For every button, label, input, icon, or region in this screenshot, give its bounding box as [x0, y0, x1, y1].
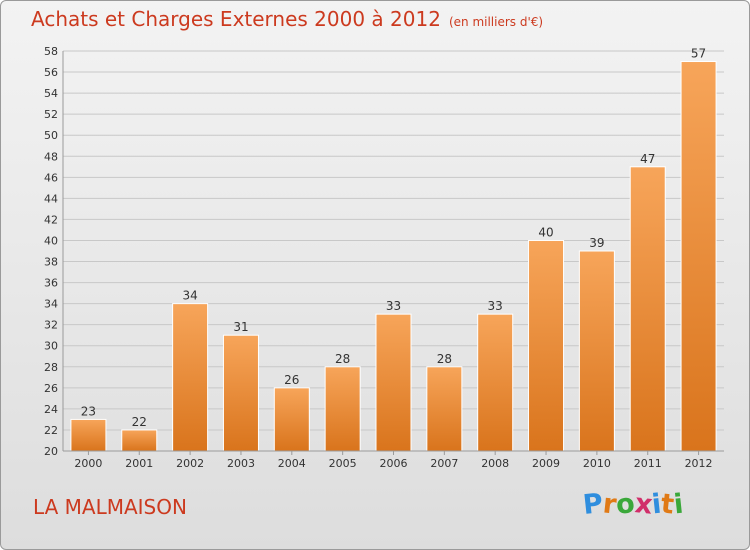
y-tick-label: 44 — [44, 192, 58, 205]
y-tick-label: 40 — [44, 234, 58, 247]
x-tick-label: 2000 — [74, 457, 102, 470]
y-tick-label: 36 — [44, 277, 58, 290]
x-tick-label: 2010 — [583, 457, 611, 470]
chart-subtitle: (en milliers d'€) — [448, 15, 544, 29]
bar — [578, 250, 615, 452]
data-label: 33 — [386, 299, 401, 313]
y-tick-label: 20 — [44, 445, 58, 458]
chart-title: Achats et Charges Externes 2000 à 2012 (e… — [31, 7, 543, 31]
bar — [172, 303, 209, 452]
x-tick-label: 2001 — [125, 457, 153, 470]
x-tick-label: 2006 — [380, 457, 408, 470]
x-tick-label: 2002 — [176, 457, 204, 470]
data-label: 47 — [640, 152, 655, 166]
chart-title-text: Achats et Charges Externes 2000 à 2012 — [31, 7, 441, 31]
commune-name: LA MALMAISON — [33, 495, 187, 519]
y-tick-label: 32 — [44, 319, 58, 332]
bar — [629, 166, 666, 452]
bar — [477, 313, 514, 452]
y-tick-label: 30 — [44, 340, 58, 353]
y-tick-label: 52 — [44, 108, 58, 121]
y-tick-label: 50 — [44, 129, 58, 142]
bar — [426, 366, 463, 452]
y-tick-label: 28 — [44, 361, 58, 374]
y-tick-label: 24 — [44, 403, 58, 416]
data-label: 23 — [81, 404, 96, 418]
data-label: 34 — [182, 289, 197, 303]
bar — [324, 366, 361, 452]
bar — [222, 334, 259, 452]
data-label: 39 — [589, 236, 604, 250]
x-tick-label: 2003 — [227, 457, 255, 470]
bar — [375, 313, 412, 452]
x-tick-label: 2008 — [481, 457, 509, 470]
x-tick-label: 2009 — [532, 457, 560, 470]
y-tick-label: 48 — [44, 150, 58, 163]
y-tick-label: 56 — [44, 66, 58, 79]
y-tick-label: 54 — [44, 87, 58, 100]
data-label: 57 — [691, 47, 706, 61]
data-label: 28 — [335, 352, 350, 366]
x-tick-label: 2012 — [685, 457, 713, 470]
data-label: 31 — [233, 320, 248, 334]
data-label: 40 — [538, 225, 553, 239]
x-tick-label: 2004 — [278, 457, 306, 470]
y-tick-label: 26 — [44, 382, 58, 395]
data-label: 33 — [488, 299, 503, 313]
data-label: 28 — [437, 352, 452, 366]
x-tick-label: 2007 — [430, 457, 458, 470]
bar — [70, 418, 107, 452]
x-tick-label: 2011 — [634, 457, 662, 470]
proxiti-logo: Proxiti — [581, 488, 686, 521]
y-tick-label: 34 — [44, 298, 58, 311]
y-tick-label: 46 — [44, 171, 58, 184]
logo-letter: i — [672, 488, 686, 521]
data-label: 26 — [284, 373, 299, 387]
y-tick-label: 42 — [44, 213, 58, 226]
y-tick-label: 58 — [44, 45, 58, 58]
bar — [121, 429, 158, 452]
bar — [528, 239, 565, 452]
bar — [273, 387, 310, 452]
y-tick-label: 38 — [44, 256, 58, 269]
y-tick-label: 22 — [44, 424, 58, 437]
data-label: 22 — [132, 415, 147, 429]
bar — [680, 61, 717, 452]
x-tick-label: 2005 — [329, 457, 357, 470]
